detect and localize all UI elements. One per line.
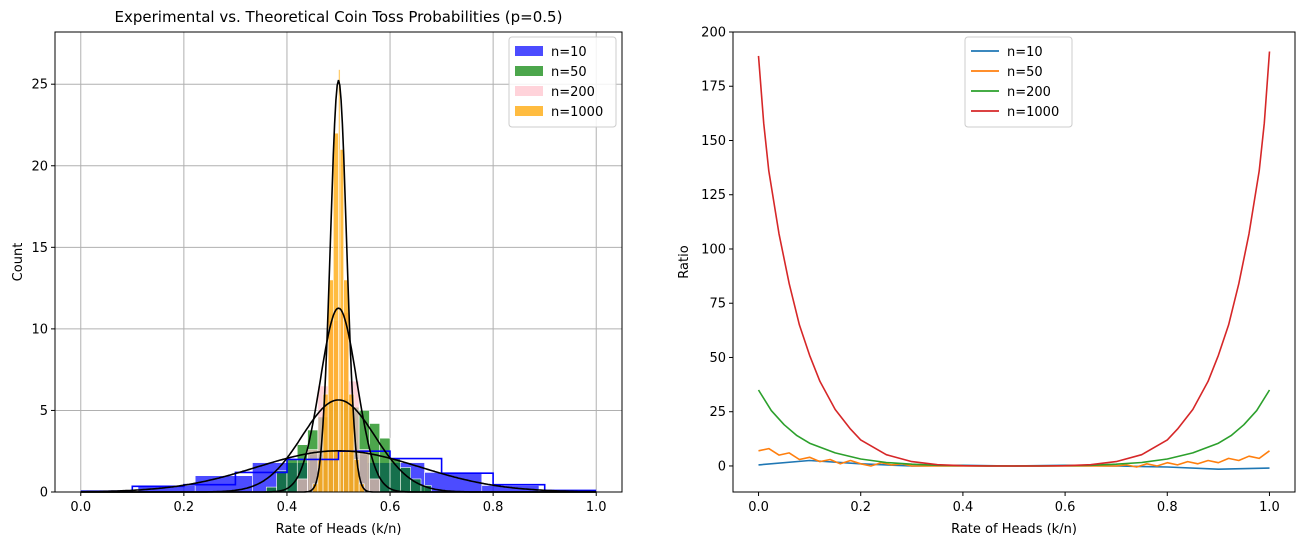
legend-label-n-200: n=200	[551, 85, 595, 100]
l-y-tick-label: 10	[31, 322, 48, 337]
left-x-ticks: 0.0 0.2 0.4 0.6 0.8 1.0	[70, 492, 607, 515]
l-y-tick-label: 5	[40, 404, 48, 419]
r-y-tick-label: 75	[709, 297, 726, 312]
legend-label-n-10: n=10	[1007, 45, 1043, 60]
r-y-tick-label: 150	[701, 134, 726, 149]
fit-curve-n-10	[80, 449, 597, 493]
r-y-tick-label: 200	[701, 26, 726, 41]
legend-label-n-50: n=50	[551, 65, 587, 80]
left-plot-frame	[54, 31, 623, 493]
left-y-axis-label: Count	[11, 243, 26, 282]
l-x-tick-label: 1.0	[586, 500, 607, 515]
l-y-tick-label: 0	[40, 486, 48, 501]
histogram-bar-n-200	[296, 478, 308, 493]
r-y-tick-label: 175	[701, 80, 726, 95]
ratio-line-n-1000	[757, 51, 1271, 467]
legend-swatch-n-200	[515, 86, 543, 96]
l-x-tick-label: 0.8	[483, 500, 504, 515]
legend-label-n-1000: n=1000	[1007, 105, 1059, 120]
r-y-tick-label: 50	[709, 351, 726, 366]
left-y-ticks: 0 5 10 15 20 25	[31, 78, 55, 501]
r-y-tick-label: 125	[701, 188, 726, 203]
right-x-ticks: 0.0 0.2 0.4 0.6 0.8 1.0	[748, 492, 1280, 515]
r-y-tick-label: 100	[701, 242, 726, 257]
r-x-tick-label: 1.0	[1259, 500, 1280, 515]
left-chart: 0.0 0.2 0.4 0.6 0.8 1.0 0 5 10 15 20 25 Experiment…	[11, 8, 623, 537]
histogram-bar-n-200	[369, 478, 381, 493]
l-x-tick-label: 0.0	[70, 500, 91, 515]
right-x-axis-label: Rate of Heads (k/n)	[951, 522, 1077, 537]
l-y-tick-label: 25	[31, 78, 48, 93]
legend-label-n-1000: n=1000	[551, 105, 603, 120]
legend-label-n-200: n=200	[1007, 85, 1051, 100]
right-plot-frame	[732, 31, 1296, 493]
legend-swatch-n-1000	[515, 106, 543, 116]
r-x-tick-label: 0.6	[1055, 500, 1076, 515]
r-y-tick-label: 25	[709, 405, 726, 420]
right-legend: n=10 n=50 n=200 n=1000	[964, 36, 1073, 128]
histogram-bar-n-1000	[353, 459, 360, 493]
right-y-axis-label: Ratio	[677, 245, 692, 278]
left-legend-box	[508, 36, 617, 128]
step-outline-n-10	[80, 450, 597, 493]
r-x-tick-label: 0.2	[850, 500, 871, 515]
histogram-bar-n-1000	[339, 149, 344, 493]
legend-label-n-10: n=10	[551, 45, 587, 60]
right-chart: 0.0 0.2 0.4 0.6 0.8 1.0 0 25 50 75 100 125 150 175 20…	[677, 26, 1296, 537]
right-legend-box	[964, 36, 1073, 128]
right-ratio-lines	[757, 51, 1271, 471]
left-legend: n=10 n=50 n=200 n=1000	[508, 36, 617, 128]
r-x-tick-label: 0.4	[953, 500, 974, 515]
left-histogram-bars	[137, 69, 597, 493]
r-x-tick-label: 0.0	[748, 500, 769, 515]
r-x-tick-label: 0.8	[1157, 500, 1178, 515]
right-y-ticks: 0 25 50 75 100 125 150 175 200	[701, 26, 733, 474]
legend-swatch-n-10	[515, 46, 543, 56]
histogram-bar-n-1000	[317, 459, 324, 493]
left-x-axis-label: Rate of Heads (k/n)	[276, 522, 402, 537]
r-y-tick-label: 0	[718, 459, 726, 474]
l-y-tick-label: 15	[31, 241, 48, 256]
l-x-tick-label: 0.6	[380, 500, 401, 515]
l-y-tick-label: 20	[31, 159, 48, 174]
legend-swatch-n-50	[515, 66, 543, 76]
legend-label-n-50: n=50	[1007, 65, 1043, 80]
l-x-tick-label: 0.4	[277, 500, 298, 515]
histogram-bar-n-1000	[343, 279, 350, 493]
histogram-bar-n-50	[389, 457, 401, 493]
left-chart-title: Experimental vs. Theoretical Coin Toss P…	[115, 8, 563, 26]
l-x-tick-label: 0.2	[174, 500, 195, 515]
